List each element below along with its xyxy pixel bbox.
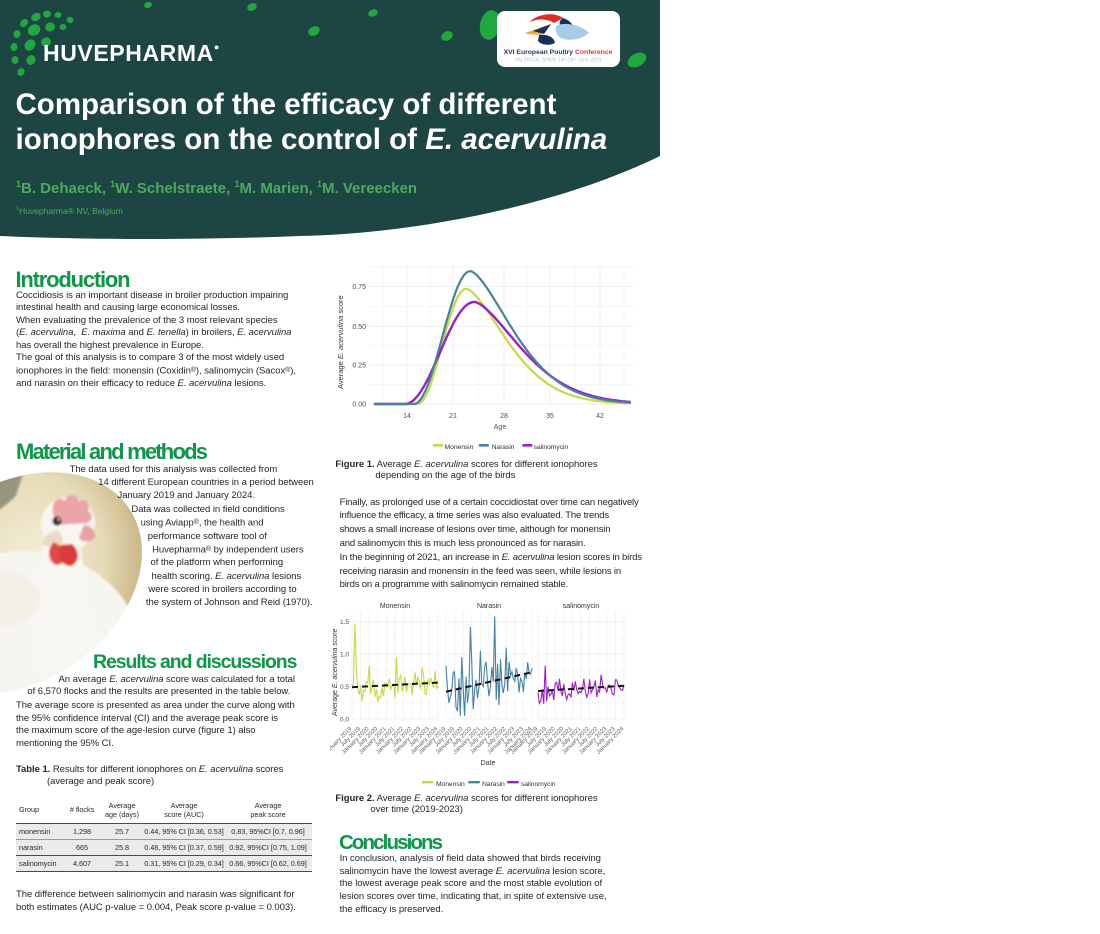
svg-text:Monensin: Monensin [445, 444, 474, 451]
svg-text:Narasin: Narasin [482, 781, 505, 788]
svg-text:XVI European Poultry Conferenc: XVI European Poultry Conference [504, 49, 613, 56]
svg-text:42: 42 [596, 413, 604, 420]
svg-text:0.50: 0.50 [352, 324, 366, 331]
svg-text:0.75: 0.75 [352, 284, 366, 291]
svg-text:salinomycin: salinomycin [534, 444, 569, 451]
svg-text:1.0: 1.0 [340, 651, 349, 658]
svg-text:Average E. acervulina score: Average E. acervulina score [332, 628, 339, 716]
svg-text:0.00: 0.00 [352, 402, 366, 409]
svg-text:14: 14 [403, 413, 411, 420]
svg-text:28: 28 [500, 413, 508, 420]
svg-text:21: 21 [449, 413, 457, 420]
svg-text:Date: Date [481, 760, 496, 767]
svg-text:Average E. acervulina score: Average E. acervulina score [336, 295, 345, 389]
svg-text:salinomycin: salinomycin [563, 603, 600, 610]
svg-text:Narasin: Narasin [477, 603, 501, 610]
svg-text:Monensin: Monensin [380, 603, 410, 610]
svg-text:1.5: 1.5 [340, 619, 349, 626]
svg-text:Narasin: Narasin [492, 444, 515, 451]
svg-text:salinomycin: salinomycin [521, 781, 556, 788]
svg-text:0.5: 0.5 [340, 684, 349, 691]
svg-text:VALENCIA, SPAIN 24ᵗʰ-28ᵗʰ June: VALENCIA, SPAIN 24ᵗʰ-28ᵗʰ June 2024 [515, 58, 602, 64]
svg-text:0.25: 0.25 [352, 363, 366, 370]
svg-text:35: 35 [546, 413, 554, 420]
svg-text:Monensin: Monensin [436, 781, 465, 788]
svg-text:0.0: 0.0 [340, 716, 349, 723]
svg-text:Age: Age [494, 424, 507, 431]
